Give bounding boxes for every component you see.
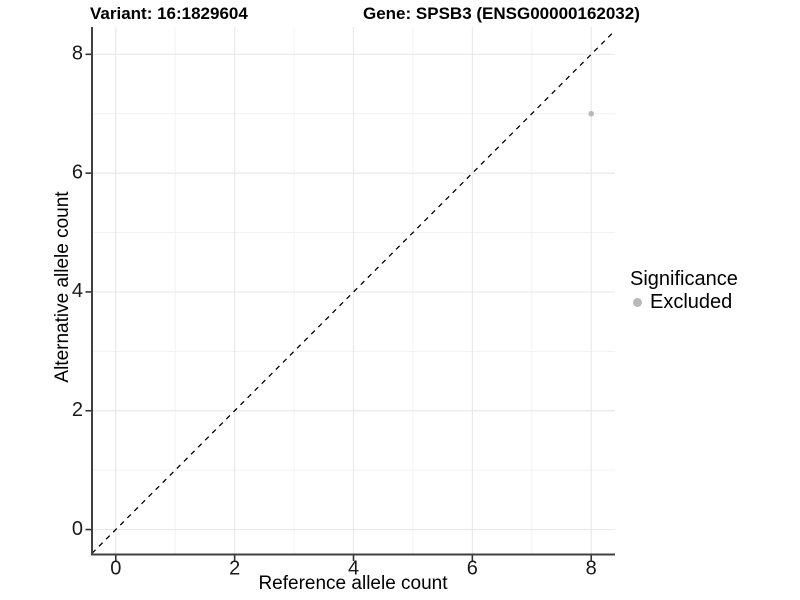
y-tick-label: 2	[72, 399, 83, 421]
x-axis-title: Reference allele count	[258, 573, 448, 594]
legend-item-excluded: Excluded	[630, 290, 738, 313]
legend-item-label: Excluded	[650, 290, 733, 313]
legend-title: Significance	[630, 268, 738, 290]
y-tick-label: 8	[72, 43, 83, 65]
y-tick-label: 4	[72, 280, 83, 302]
y-axis-title: Alternative allele count	[52, 191, 73, 383]
y-tick-label: 6	[72, 161, 83, 183]
x-tick-label: 6	[467, 557, 478, 579]
plot-title-gene: Gene: SPSB3 (ENSG00000162032)	[363, 4, 640, 23]
x-tick-label: 0	[110, 557, 121, 579]
x-tick-label: 2	[229, 557, 240, 579]
x-tick-label: 4	[348, 557, 359, 579]
plot-title-variant: Variant: 16:1829604	[90, 4, 248, 23]
x-tick-label: 8	[586, 557, 597, 579]
legend-key-dot-icon	[633, 297, 642, 307]
identity-line	[91, 30, 616, 554]
data-point	[588, 110, 595, 117]
y-tick-label: 0	[72, 518, 83, 540]
legend: Significance Excluded	[630, 268, 738, 313]
